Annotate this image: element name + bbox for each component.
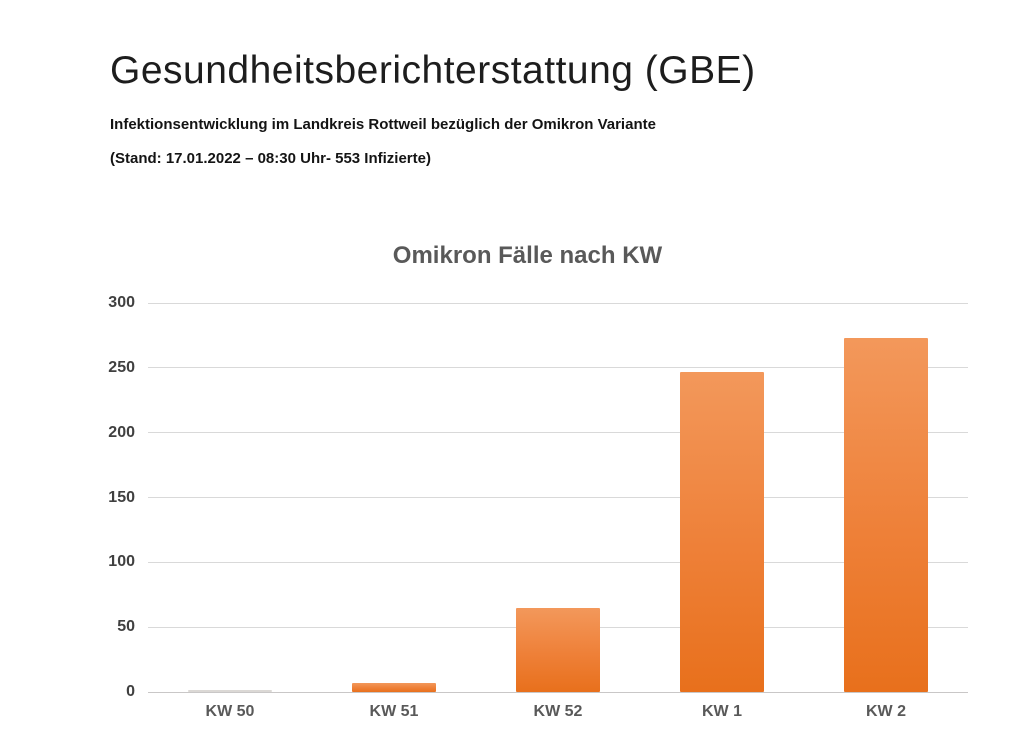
x-tick-label: KW 51 <box>369 703 419 720</box>
gridline <box>148 497 968 498</box>
y-tick-label: 250 <box>108 358 135 376</box>
gridline <box>148 561 968 563</box>
report-status-line: (Stand: 17.01.2022 – 08:30 Uhr- 553 Infi… <box>110 149 431 167</box>
chart-title: Omikron Fälle nach KW <box>392 242 663 269</box>
bar-kw-50 <box>188 689 272 692</box>
y-tick-label: 300 <box>108 294 135 311</box>
y-tick-label: 200 <box>108 423 135 441</box>
bar-kw-52 <box>516 607 600 692</box>
x-tick-label: KW 1 <box>702 703 742 720</box>
gridline <box>148 367 968 369</box>
report-header: Gesundheitsberichterstattung (GBE) Infek… <box>110 48 910 167</box>
bar-kw-1 <box>680 371 764 692</box>
gridline <box>148 302 968 304</box>
x-tick-label: KW 52 <box>533 703 583 720</box>
x-tick-label: KW 2 <box>866 703 906 720</box>
plot-area: 0 50 100 150 200 250 300 KW 50 KW 51 KW 52 KW 1 KW … <box>108 295 968 720</box>
x-axis-line <box>148 691 968 693</box>
y-tick-label: 50 <box>117 618 135 636</box>
page-title: Gesundheitsberichterstattung (GBE) <box>110 49 756 92</box>
report-subtitle: Infektionsentwicklung im Landkreis Rottw… <box>110 115 656 133</box>
bar-kw-51 <box>352 682 436 692</box>
y-tick-label: 0 <box>126 683 135 700</box>
x-tick-label: KW 50 <box>205 703 255 720</box>
bar-kw-2 <box>844 338 928 692</box>
y-tick-label: 100 <box>108 553 135 571</box>
gridline <box>148 432 968 434</box>
y-tick-label: 150 <box>108 488 135 506</box>
